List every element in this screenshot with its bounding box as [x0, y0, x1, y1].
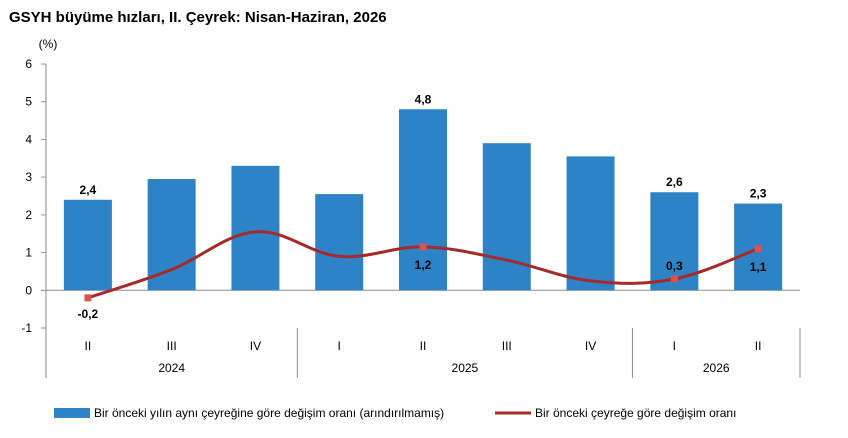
quarter-label: II [755, 339, 762, 353]
line-marker-0 [84, 294, 92, 302]
y-tick-label: 0 [25, 283, 32, 297]
bar-value-label: 2,4 [80, 183, 97, 197]
bar-value-label: 2,6 [666, 175, 683, 189]
quarter-label: II [420, 339, 427, 353]
line-value-label: 1,2 [415, 258, 432, 272]
legend-bar-label: Bir önceki yılın aynı çeyreğine göre değ… [94, 406, 444, 420]
y-tick-label: 4 [25, 132, 32, 146]
bar-value-label: 2,3 [750, 187, 767, 201]
y-tick-label: 5 [25, 95, 32, 109]
chart-title: GSYH büyüme hızları, II. Çeyrek: Nisan-H… [9, 9, 387, 26]
bar-0 [63, 199, 112, 291]
bar-3 [315, 194, 364, 291]
line-marker-8 [754, 245, 762, 253]
bar-5 [482, 143, 531, 291]
line-marker-4 [419, 243, 427, 251]
quarter-label: I [673, 339, 676, 353]
year-label: 2024 [158, 361, 185, 375]
quarter-label: II [85, 339, 92, 353]
year-label: 2026 [703, 361, 730, 375]
line-value-label: 0,3 [666, 259, 683, 273]
legend-line-label: Bir önceki çeyreğe göre değişim oranı [535, 406, 736, 420]
y-axis-unit-label: (%) [39, 37, 58, 51]
legend-bar-swatch [54, 408, 90, 418]
y-tick-label: 3 [25, 170, 32, 184]
bar-4 [399, 109, 447, 291]
quarter-label: I [338, 339, 341, 353]
bar-1 [147, 179, 196, 291]
bar-value-label: 4,8 [415, 92, 432, 106]
bar-6 [566, 156, 615, 291]
y-tick-label: 2 [25, 208, 32, 222]
y-tick-label: 6 [25, 57, 32, 71]
y-tick-label: -1 [21, 321, 32, 335]
line-value-label: -0,2 [78, 307, 99, 321]
quarter-label: III [502, 339, 512, 353]
line-value-label: 1,1 [750, 260, 767, 274]
quarter-label: IV [250, 339, 261, 353]
y-tick-label: 1 [25, 246, 32, 260]
year-label: 2025 [452, 361, 479, 375]
line-marker-7 [670, 275, 678, 283]
quarter-label: III [167, 339, 177, 353]
bar-2 [231, 165, 280, 291]
quarter-label: IV [585, 339, 596, 353]
